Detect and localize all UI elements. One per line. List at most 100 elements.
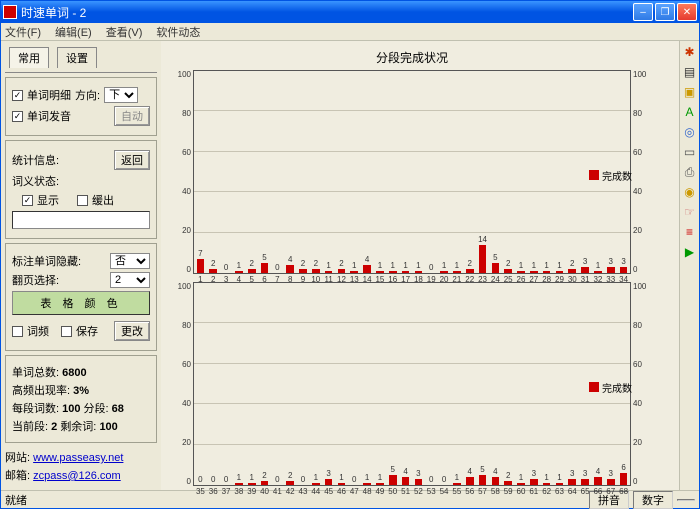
eye-icon[interactable]: ◉ xyxy=(683,185,697,199)
bar xyxy=(376,483,384,485)
bar xyxy=(235,483,243,485)
table-color-button[interactable]: 表 格 颜 色 xyxy=(12,291,150,315)
meaning-state-label: 词义状态: xyxy=(12,173,59,189)
minimize-button[interactable]: – xyxy=(633,3,653,21)
bar xyxy=(299,269,307,273)
bar xyxy=(466,477,474,485)
bar xyxy=(248,483,256,485)
bar xyxy=(504,481,512,485)
bar xyxy=(197,259,205,273)
menu-file[interactable]: 文件(F) xyxy=(5,24,41,40)
bar xyxy=(530,271,538,273)
bar xyxy=(453,271,461,273)
bar xyxy=(402,477,410,485)
remain-label: 剩余词: xyxy=(60,421,96,433)
curseg-label: 当前段: xyxy=(12,421,48,433)
book-icon[interactable]: ▭ xyxy=(683,145,697,159)
chart-top: 100806040200 完成数 71220314255607482921011… xyxy=(165,70,659,274)
seg-value: 68 xyxy=(112,403,124,415)
freq-value: 3% xyxy=(73,385,89,397)
close-button[interactable]: ✕ xyxy=(677,3,697,21)
left-panel: 常用 设置 ✓ 单词明细 方向: 下 ✓ 单词发音 自动 xyxy=(1,41,161,490)
bar xyxy=(466,269,474,273)
bar xyxy=(581,479,589,485)
bar xyxy=(530,479,538,485)
menu-edit[interactable]: 编辑(E) xyxy=(55,24,92,40)
back-button[interactable]: 返回 xyxy=(114,150,150,170)
tab-settings[interactable]: 设置 xyxy=(57,47,97,68)
auto-button[interactable]: 自动 xyxy=(114,106,150,126)
curseg-value: 2 xyxy=(51,421,57,433)
mail-link[interactable]: zcpass@126.com xyxy=(33,470,121,482)
menubar: 文件(F) 编辑(E) 查看(V) 软件动态 xyxy=(1,23,699,41)
bar xyxy=(338,483,346,485)
status-ready: 就绪 xyxy=(5,492,27,508)
bar xyxy=(350,271,358,273)
main-area: 分段完成状况 100806040200 完成数 7122031425560748… xyxy=(161,41,679,490)
bar xyxy=(248,269,256,273)
play-icon[interactable]: ▶ xyxy=(683,245,697,259)
mark-hide-select[interactable]: 否 xyxy=(110,253,150,269)
bar xyxy=(556,483,564,485)
save-icon[interactable]: ▤ xyxy=(683,65,697,79)
bar xyxy=(581,267,589,273)
bar xyxy=(504,269,512,273)
target-icon[interactable]: ◎ xyxy=(683,125,697,139)
show-checkbox[interactable]: ✓ xyxy=(22,195,33,206)
mark-hide-label: 标注单词隐藏: xyxy=(12,253,81,269)
bar xyxy=(607,479,615,485)
perseg-value: 100 xyxy=(62,403,80,415)
word-sound-checkbox[interactable]: ✓ xyxy=(12,111,23,122)
bar xyxy=(440,271,448,273)
legend-swatch xyxy=(589,170,599,180)
bar xyxy=(517,483,525,485)
maximize-button[interactable]: ❐ xyxy=(655,3,675,21)
bar xyxy=(325,271,333,273)
bar xyxy=(389,271,397,273)
print-icon[interactable]: ⎙ xyxy=(683,165,697,179)
bar xyxy=(312,483,320,485)
save-label: 保存 xyxy=(76,323,98,339)
seg-label: 分段: xyxy=(84,403,109,415)
word-detail-checkbox[interactable]: ✓ xyxy=(12,90,23,101)
total-value: 6800 xyxy=(62,367,86,379)
site-link[interactable]: www.passeasy.net xyxy=(33,452,123,464)
site-label: 网站: xyxy=(5,452,30,464)
titlebar[interactable]: 时速单词 - 2 – ❐ ✕ xyxy=(1,1,699,23)
delay-label: 缓出 xyxy=(92,192,114,208)
bar xyxy=(376,271,384,273)
legend-swatch xyxy=(589,382,599,392)
bar xyxy=(479,245,487,273)
save-checkbox[interactable] xyxy=(61,326,72,337)
menu-view[interactable]: 查看(V) xyxy=(106,24,143,40)
menu-soft[interactable]: 软件动态 xyxy=(156,24,200,40)
freq-label: 高频出现率: xyxy=(12,385,70,397)
change-button[interactable]: 更改 xyxy=(114,321,150,341)
direction-select[interactable]: 下 xyxy=(104,87,138,103)
bar xyxy=(620,267,628,273)
chart-title: 分段完成状况 xyxy=(165,45,659,70)
bar xyxy=(415,479,423,485)
word-detail-label: 单词明细 xyxy=(27,87,71,103)
bar xyxy=(556,271,564,273)
page-select[interactable]: 2 xyxy=(110,272,150,288)
text-input[interactable] xyxy=(12,211,150,229)
delay-checkbox[interactable] xyxy=(77,195,88,206)
hand-icon[interactable]: ☞ xyxy=(683,205,697,219)
bar xyxy=(402,271,410,273)
app-icon xyxy=(3,5,17,19)
fire-icon[interactable]: ✱ xyxy=(683,45,697,59)
bar xyxy=(620,473,628,485)
wordfreq-checkbox[interactable] xyxy=(12,326,23,337)
bar xyxy=(209,269,217,273)
bar xyxy=(594,271,602,273)
direction-label: 方向: xyxy=(75,87,100,103)
bar xyxy=(261,481,269,485)
right-toolbar: ✱ ▤ ▣ A ◎ ▭ ⎙ ◉ ☞ ≡ ▶ xyxy=(679,41,699,490)
text-icon[interactable]: A xyxy=(683,105,697,119)
window-title: 时速单词 - 2 xyxy=(21,4,633,21)
tab-common[interactable]: 常用 xyxy=(9,47,49,68)
bars-icon[interactable]: ≡ xyxy=(683,225,697,239)
bar xyxy=(453,483,461,485)
folder-icon[interactable]: ▣ xyxy=(683,85,697,99)
